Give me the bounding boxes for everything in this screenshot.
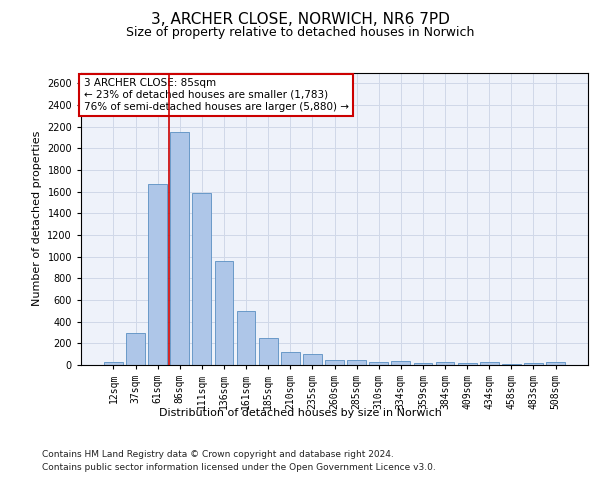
Bar	[104, 362, 123, 365]
Bar	[325, 360, 344, 365]
Bar	[458, 364, 476, 365]
Text: Size of property relative to detached houses in Norwich: Size of property relative to detached ho…	[126, 26, 474, 39]
Y-axis label: Number of detached properties: Number of detached properties	[32, 131, 41, 306]
Bar	[215, 261, 233, 365]
Bar	[236, 311, 256, 365]
Bar	[524, 364, 543, 365]
Text: Contains public sector information licensed under the Open Government Licence v3: Contains public sector information licen…	[42, 462, 436, 471]
Bar	[502, 364, 521, 365]
Text: 3, ARCHER CLOSE, NORWICH, NR6 7PD: 3, ARCHER CLOSE, NORWICH, NR6 7PD	[151, 12, 449, 28]
Bar	[259, 338, 278, 365]
Bar	[436, 362, 454, 365]
Text: Distribution of detached houses by size in Norwich: Distribution of detached houses by size …	[158, 408, 442, 418]
Bar	[170, 132, 189, 365]
Bar	[413, 363, 433, 365]
Bar	[370, 362, 388, 365]
Bar	[281, 352, 299, 365]
Bar	[193, 192, 211, 365]
Bar	[480, 362, 499, 365]
Bar	[303, 354, 322, 365]
Bar	[126, 332, 145, 365]
Text: Contains HM Land Registry data © Crown copyright and database right 2024.: Contains HM Land Registry data © Crown c…	[42, 450, 394, 459]
Bar	[546, 362, 565, 365]
Bar	[391, 361, 410, 365]
Bar	[347, 360, 366, 365]
Bar	[148, 184, 167, 365]
Text: 3 ARCHER CLOSE: 85sqm
← 23% of detached houses are smaller (1,783)
76% of semi-d: 3 ARCHER CLOSE: 85sqm ← 23% of detached …	[83, 78, 349, 112]
